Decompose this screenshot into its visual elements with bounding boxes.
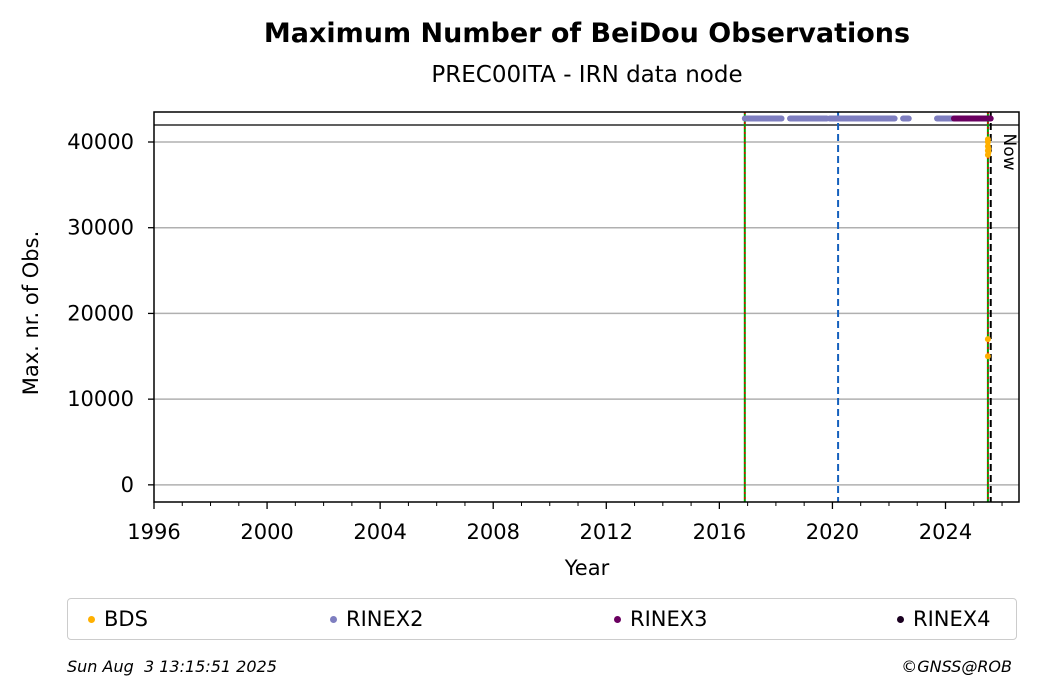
y-axis-label: Max. nr. of Obs. [19,231,43,396]
legend-marker-rinex2 [330,615,337,623]
x-tick-label: 2024 [919,520,972,544]
plot-frame [153,111,1020,503]
x-tick-label: 2000 [240,520,293,544]
legend-label-rinex4: RINEX4 [913,607,991,631]
chart-title: Maximum Number of BeiDou Observations [264,18,910,49]
chart-svg: Maximum Number of BeiDou Observations PR… [19,18,1020,580]
x-tick-label: 2020 [806,520,859,544]
series-bds-point [984,336,991,343]
x-tick-label: 2008 [466,520,519,544]
footer-timestamp: Sun Aug 3 13:15:51 2025 [67,657,277,676]
y-tick-label: 40000 [67,130,134,154]
chart-subtitle: PREC00ITA - IRN data node [431,62,742,88]
x-tick-label: 1996 [127,520,180,544]
x-axis-label: Year [564,556,610,580]
legend-label-rinex3: RINEX3 [630,607,708,631]
legend-item-rinex2: RINEX2 [330,599,424,639]
legend: BDS RINEX2 RINEX3 RINEX4 [67,598,1017,640]
series-bds-point [984,353,991,360]
y-tick-label: 0 [121,473,134,497]
legend-label-bds: BDS [104,607,148,631]
series-bds-point [985,149,992,156]
x-tick-label: 2016 [693,520,746,544]
footer-credit: ©GNSS@ROB [901,657,1012,676]
legend-marker-rinex3 [614,615,621,623]
x-tick-label: 2004 [353,520,406,544]
legend-marker-rinex4 [897,615,904,623]
y-tick-label: 30000 [67,216,134,240]
legend-marker-bds [88,615,95,623]
legend-label-rinex2: RINEX2 [346,607,424,631]
legend-item-bds: BDS [88,599,148,639]
now-annotation: Now [999,133,1019,170]
series-bds-point [984,136,991,143]
x-tick-label: 2012 [580,520,633,544]
y-tick-label: 20000 [67,301,134,325]
y-tick-label: 10000 [67,387,134,411]
legend-item-rinex3: RINEX3 [614,599,708,639]
legend-item-rinex4: RINEX4 [897,599,991,639]
